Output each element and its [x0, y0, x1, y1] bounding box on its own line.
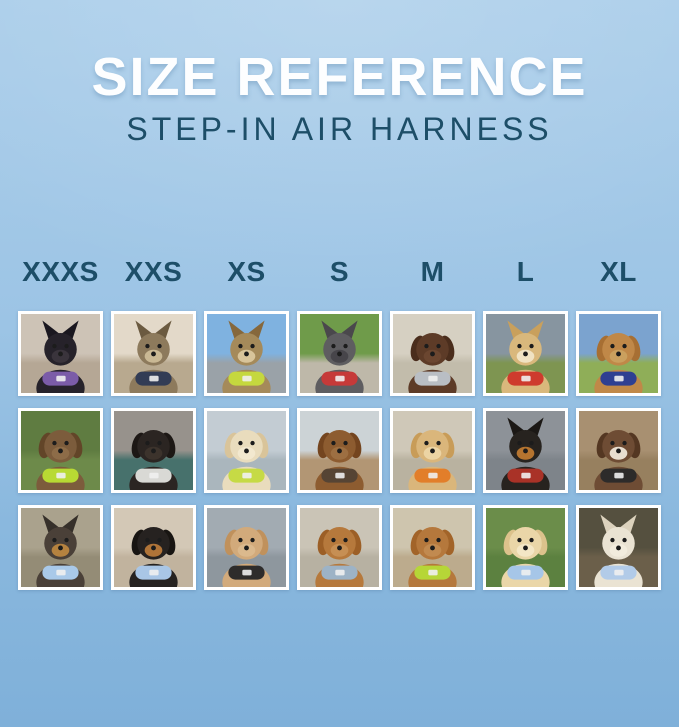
pet-photo-xxxs-row2: [18, 407, 103, 493]
pet-photo-xs-row2: [204, 407, 289, 493]
poster-subtitle: STEP-IN AIR HARNESS: [126, 111, 553, 148]
pet-photo-l-row2: [483, 407, 568, 493]
size-label-xl: XL: [600, 256, 637, 288]
pet-illustration: [222, 527, 271, 587]
pet-photo-m-row2: [390, 407, 475, 493]
pet-illustration: [501, 417, 550, 490]
pet-illustration: [129, 320, 178, 393]
pet-illustration: [315, 430, 364, 490]
pet-illustration: [36, 514, 85, 587]
pet-photo-xxs-row2: [111, 407, 196, 493]
pet-photo-xl-row1: [576, 310, 661, 396]
pet-illustration: [36, 320, 85, 393]
size-label-m: M: [420, 256, 445, 288]
size-reference-poster: SIZE REFERENCE STEP-IN AIR HARNESS XXXS X…: [0, 47, 679, 727]
pet-photo-s-row1: [297, 310, 382, 396]
pet-illustration: [501, 320, 550, 393]
pet-photo-m-row3: [390, 504, 475, 590]
pet-photo-xxs-row3: [111, 504, 196, 590]
pet-photo-xxxs-row3: [18, 504, 103, 590]
pet-photo-s-row3: [297, 504, 382, 590]
size-label-l: L: [516, 256, 535, 288]
size-header-row: XXXS XXS XS S M L XL: [0, 255, 679, 289]
pet-illustration: [36, 430, 85, 490]
photo-grid: [0, 310, 679, 590]
pet-photo-xl-row2: [576, 407, 661, 493]
pet-photo-s-row2: [297, 407, 382, 493]
pet-photo-l-row1: [483, 310, 568, 396]
pet-illustration: [594, 514, 643, 587]
pet-photo-xs-row1: [204, 310, 289, 396]
pet-illustration: [129, 430, 178, 490]
pet-illustration: [594, 430, 643, 490]
pet-illustration: [129, 527, 178, 587]
pet-illustration: [594, 333, 643, 393]
pet-photo-m-row1: [390, 310, 475, 396]
pet-illustration: [315, 527, 364, 587]
size-label-xxs: XXS: [124, 256, 183, 288]
size-label-xs: XS: [227, 256, 266, 288]
pet-illustration: [408, 333, 457, 393]
size-label-xxxs: XXXS: [22, 256, 99, 288]
pet-illustration: [222, 320, 271, 393]
poster-title: SIZE REFERENCE: [91, 47, 588, 107]
pet-photo-xxs-row1: [111, 310, 196, 396]
pet-photo-xs-row3: [204, 504, 289, 590]
pet-illustration: [408, 527, 457, 587]
pet-photo-l-row3: [483, 504, 568, 590]
pet-photo-xxxs-row1: [18, 310, 103, 396]
pet-illustration: [501, 527, 550, 587]
pet-illustration: [222, 430, 271, 490]
pet-illustration: [408, 430, 457, 490]
pet-illustration: [315, 320, 364, 393]
size-label-s: S: [329, 256, 350, 288]
pet-photo-xl-row3: [576, 504, 661, 590]
